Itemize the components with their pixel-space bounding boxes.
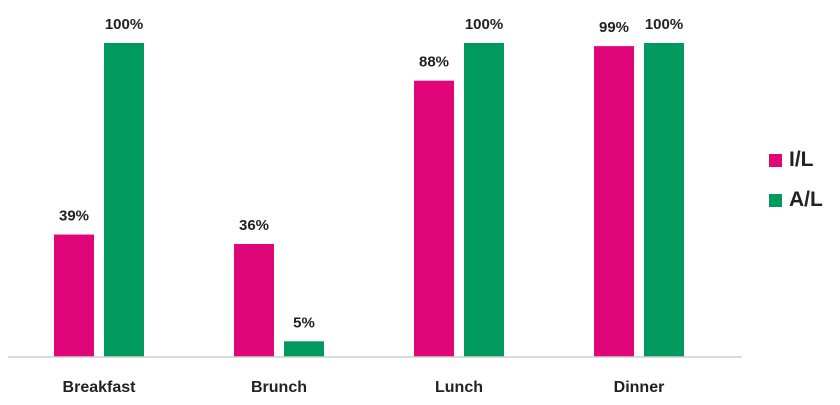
legend-swatch-al [769, 193, 782, 207]
bar-i-l-dinner [594, 46, 634, 357]
legend: I/L A/L [769, 140, 823, 220]
data-label-i-l-brunch: 36% [239, 217, 269, 234]
x-tick-label-dinner: Dinner [614, 379, 665, 396]
data-label-a-l-breakfast: 100% [105, 16, 143, 33]
bar-i-l-lunch [414, 80, 454, 358]
data-label-a-l-lunch: 100% [465, 16, 503, 33]
legend-label-al: A/L [789, 188, 823, 211]
legend-item-il: I/L [769, 140, 823, 180]
data-label-i-l-lunch: 88% [419, 54, 449, 71]
bar-a-l-lunch [464, 43, 504, 357]
data-label-a-l-dinner: 100% [645, 16, 683, 33]
data-label-i-l-breakfast: 39% [59, 208, 89, 225]
legend-item-al: A/L [769, 180, 823, 220]
data-label-i-l-dinner: 99% [599, 19, 629, 36]
bars-layer [54, 43, 684, 358]
x-tick-label-brunch: Brunch [251, 379, 307, 396]
bar-i-l-brunch [234, 243, 274, 357]
bar-a-l-breakfast [104, 43, 144, 357]
data-label-a-l-brunch: 5% [293, 314, 315, 331]
bar-a-l-brunch [284, 341, 324, 357]
data-labels-layer: 39% 100% 36% 5% 88% 100% 99% 100% [59, 16, 683, 331]
bar-i-l-breakfast [54, 234, 94, 357]
legend-label-il: I/L [789, 148, 814, 171]
bar-a-l-dinner [644, 43, 684, 357]
legend-swatch-il [769, 153, 782, 167]
x-tick-label-lunch: Lunch [435, 379, 483, 396]
x-tick-labels: Breakfast Brunch Lunch Dinner [63, 379, 665, 396]
x-tick-label-breakfast: Breakfast [63, 379, 137, 396]
